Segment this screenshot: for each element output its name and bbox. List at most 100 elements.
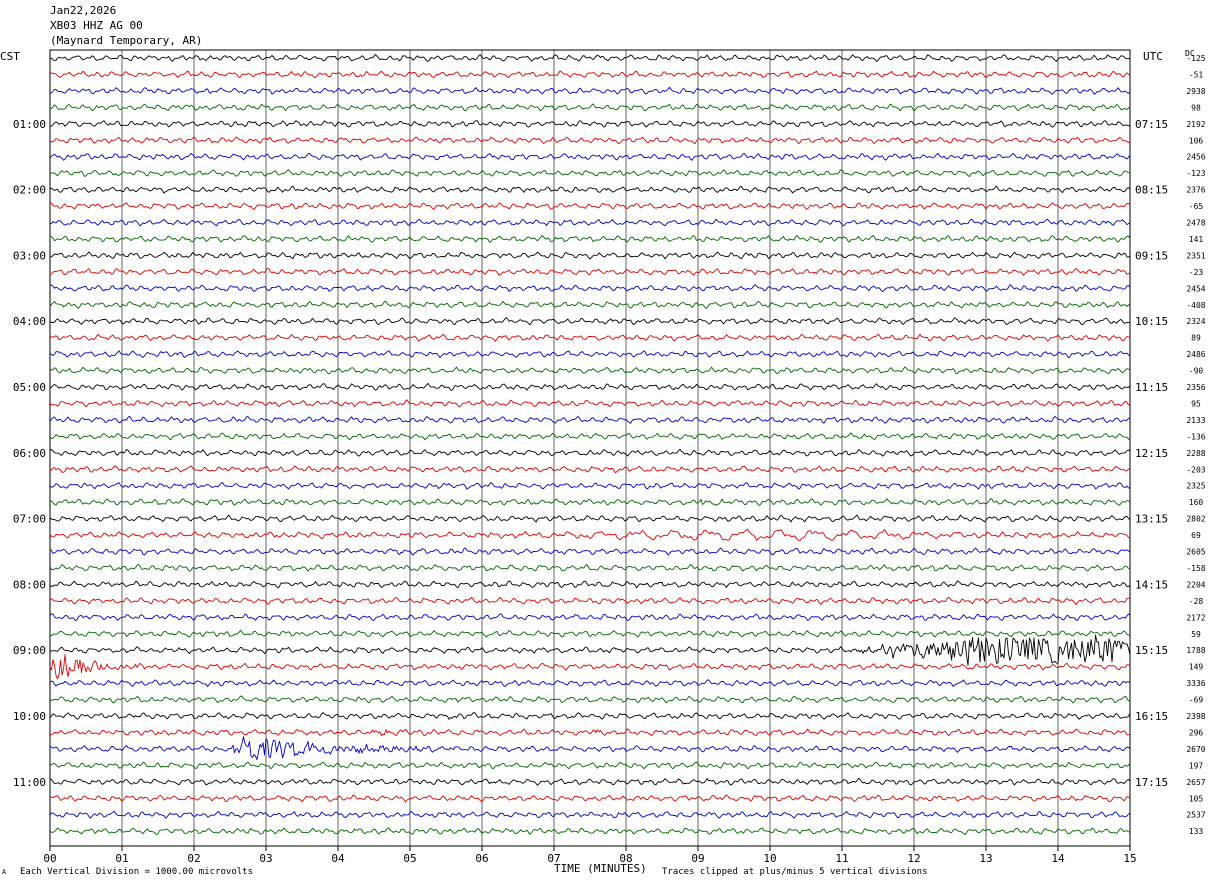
- grid-layer: [49, 49, 1131, 847]
- scale-note: Each Vertical Division = 1000.00 microvo…: [20, 867, 253, 877]
- dc-offset-label: 2478: [1186, 219, 1205, 228]
- x-tick-label: 11: [835, 852, 848, 865]
- dc-offset-label: -23: [1189, 268, 1204, 277]
- trace-line: [49, 547, 1131, 556]
- dc-offset-label: 105: [1189, 794, 1204, 803]
- trace-line: [49, 498, 1131, 506]
- trace-line: [49, 794, 1131, 803]
- trace-line: [49, 448, 1131, 457]
- trace-line: [49, 86, 1131, 95]
- dc-offset-label: 2486: [1186, 350, 1205, 359]
- left-hour-label: 01:00: [13, 118, 46, 131]
- dc-offset-label: -136: [1186, 432, 1205, 441]
- dc-offset-label: 149: [1189, 663, 1204, 672]
- trace-line: [49, 120, 1131, 128]
- left-hour-label: 02:00: [13, 184, 46, 197]
- dc-offset-label: 2454: [1186, 284, 1205, 293]
- dc-offset-label: 2172: [1186, 613, 1205, 622]
- dc-offset-label: 89: [1191, 334, 1201, 343]
- header-date: Jan22,2026: [50, 4, 117, 17]
- trace-line: [49, 827, 1131, 835]
- trace-line: [49, 350, 1131, 359]
- x-tick-label: 01: [115, 852, 128, 865]
- dc-offset-label: -69: [1189, 696, 1204, 705]
- right-timezone: UTC: [1143, 50, 1163, 63]
- left-hour-label: 11:00: [13, 776, 46, 789]
- x-tick-label: 14: [1051, 852, 1065, 865]
- left-hour-label: 10:00: [13, 710, 46, 723]
- dc-offset-label: -203: [1186, 465, 1205, 474]
- x-tick-label: 09: [691, 852, 704, 865]
- dc-offset-label: 98: [1191, 103, 1201, 112]
- x-tick-label: 12: [907, 852, 920, 865]
- trace-line: [50, 235, 1131, 243]
- trace-line: [49, 580, 1131, 589]
- right-hour-label: 07:15: [1135, 118, 1168, 131]
- dc-offset-label: 2288: [1186, 449, 1205, 458]
- dc-header: DC: [1185, 49, 1195, 58]
- trace-line: [49, 679, 1130, 687]
- dc-offset-label: -123: [1186, 169, 1205, 178]
- dc-offset-label: -125: [1186, 54, 1205, 63]
- dc-offset-label: -51: [1189, 70, 1204, 79]
- x-tick-label: 08: [619, 852, 632, 865]
- x-tick-label: 06: [475, 852, 488, 865]
- right-hour-label: 12:15: [1135, 447, 1168, 460]
- dc-offset-label: 141: [1189, 235, 1204, 244]
- right-hour-label: 11:15: [1135, 381, 1168, 394]
- trace-line: [49, 728, 1131, 737]
- right-hour-label: 14:15: [1135, 578, 1168, 591]
- trace-line: [49, 528, 1131, 542]
- trace-line: [49, 333, 1131, 342]
- right-hour-label: 17:15: [1135, 776, 1168, 789]
- right-hour-label: 16:15: [1135, 710, 1168, 723]
- dc-offset-label: 3336: [1186, 679, 1205, 688]
- header-station: XB03 HHZ AG 00: [50, 19, 143, 32]
- trace-line: [49, 399, 1131, 408]
- dc-offset-label: 2204: [1186, 580, 1205, 589]
- trace-line: [49, 432, 1131, 441]
- dc-offset-label: 2605: [1186, 548, 1205, 557]
- dc-offset-label: 1788: [1186, 646, 1205, 655]
- x-tick-label: 03: [259, 852, 272, 865]
- dc-offset-label: 59: [1191, 630, 1201, 639]
- left-hour-label: 08:00: [13, 578, 46, 591]
- dc-offset-label: 2670: [1186, 745, 1205, 754]
- trace-line: [49, 284, 1131, 292]
- dc-offset-label: 2192: [1186, 120, 1205, 129]
- dc-offset-label: 2351: [1186, 251, 1205, 260]
- right-hour-label: 13:15: [1135, 513, 1168, 526]
- trace-line: [49, 415, 1131, 424]
- corner-mark: A: [2, 868, 7, 876]
- dc-offset-label: 2324: [1186, 317, 1205, 326]
- dc-offset-label: -158: [1186, 564, 1205, 573]
- trace-line: [49, 169, 1131, 177]
- dc-offset-label: -65: [1189, 202, 1204, 211]
- x-tick-label: 05: [403, 852, 416, 865]
- header-location: (Maynard Temporary, AR): [50, 34, 203, 47]
- trace-line: [49, 267, 1131, 276]
- right-hour-label: 09:15: [1135, 249, 1168, 262]
- trace-line: [49, 103, 1131, 112]
- trace-line: [49, 563, 1131, 572]
- trace-line: [49, 54, 1131, 62]
- dc-offset-label: 197: [1189, 761, 1204, 770]
- left-hour-label: 03:00: [13, 249, 46, 262]
- dc-offset-label: 2398: [1186, 712, 1205, 721]
- trace-line: [49, 695, 1131, 704]
- trace-line: [49, 654, 1131, 680]
- trace-line: [49, 70, 1131, 78]
- dc-offset-label: 106: [1189, 136, 1204, 145]
- clip-note: Traces clipped at plus/minus 5 vertical …: [662, 867, 928, 877]
- right-hour-label: 10:15: [1135, 315, 1168, 328]
- dc-offset-label: 160: [1189, 498, 1204, 507]
- right-hour-label: 15:15: [1135, 644, 1168, 657]
- dc-offset-label: 69: [1191, 531, 1201, 540]
- dc-offset-label: 2133: [1186, 416, 1205, 425]
- trace-line: [49, 634, 1131, 666]
- trace-line: [49, 218, 1131, 227]
- dc-offset-label: 2537: [1186, 811, 1205, 820]
- label-layer: 00 01 02 03 04 05 06 07 08 09 10 11 12 13 14 15 -125 -51 2…: [13, 54, 1206, 865]
- dc-offset-label: 2456: [1186, 153, 1205, 162]
